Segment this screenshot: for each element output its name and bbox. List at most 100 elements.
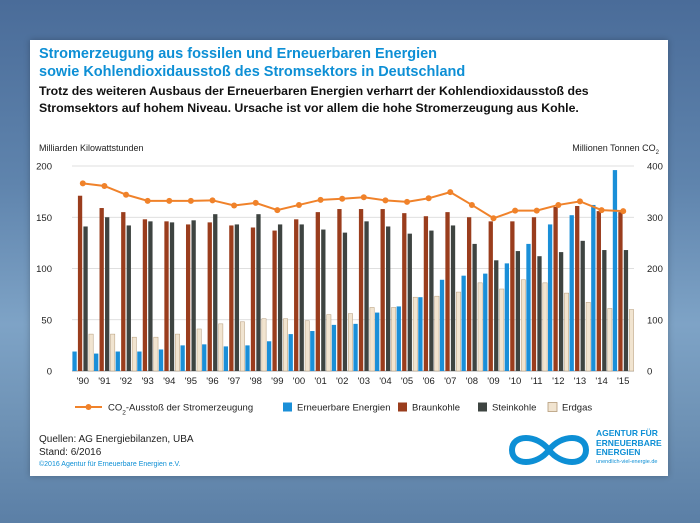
bar bbox=[547, 224, 553, 371]
bar bbox=[477, 282, 483, 372]
bar bbox=[396, 306, 401, 371]
logo-line-2: ERNEUERBARE bbox=[596, 437, 662, 448]
chart-card: Stromerzeugung aus fossilen und Erneuerb… bbox=[30, 40, 668, 476]
bar bbox=[202, 344, 207, 371]
chart-title-line-2: sowie Kohlendioxidausstoß des Stromsekto… bbox=[39, 64, 466, 80]
y-tick-left: 150 bbox=[36, 213, 52, 224]
bar bbox=[77, 195, 83, 371]
bar bbox=[450, 225, 456, 371]
bar bbox=[558, 252, 564, 371]
legend-label: CO2-Ausstoß der Stromerzeugung bbox=[108, 403, 253, 417]
legend-label: Erdgas bbox=[562, 403, 592, 414]
right-axis-unit-text: Millionen Tonnen CO bbox=[572, 143, 656, 153]
x-tick-label: '91 bbox=[98, 376, 110, 387]
x-tick-label: '15 bbox=[617, 376, 629, 387]
co2-point bbox=[123, 191, 130, 198]
bar bbox=[196, 328, 202, 372]
bar bbox=[553, 207, 558, 371]
stand-text: Stand: 6/2016 bbox=[39, 447, 102, 458]
x-tick-label: '09 bbox=[487, 376, 499, 387]
bar bbox=[461, 275, 466, 371]
bar bbox=[391, 307, 397, 372]
bar bbox=[207, 222, 212, 371]
bar bbox=[142, 219, 148, 371]
bar bbox=[294, 219, 299, 371]
bar bbox=[315, 212, 320, 371]
bar bbox=[175, 333, 180, 372]
bar bbox=[348, 313, 353, 372]
x-tick-label: '92 bbox=[120, 376, 132, 387]
x-tick-label: '05 bbox=[401, 376, 413, 387]
x-tick-label: '98 bbox=[250, 376, 262, 387]
bar bbox=[612, 170, 618, 371]
combo-chart: 0 0 50 100 100 200 150 300 200 400 '90 '91 '92 '93 '94… bbox=[36, 162, 663, 417]
bar bbox=[153, 336, 159, 372]
bar bbox=[272, 230, 277, 371]
x-tick-label: '04 bbox=[379, 376, 391, 387]
bar bbox=[288, 334, 293, 371]
bar bbox=[234, 224, 240, 371]
x-tick-label: '90 bbox=[77, 376, 89, 387]
logo-url: unendlich-viel-energie.de bbox=[596, 459, 658, 465]
bar bbox=[596, 211, 601, 371]
co2-point bbox=[187, 197, 194, 204]
x-tick-label: '06 bbox=[422, 376, 434, 387]
co2-point bbox=[598, 207, 605, 214]
bar bbox=[380, 209, 385, 371]
y-tick-left: 50 bbox=[41, 315, 52, 326]
bar bbox=[218, 323, 224, 372]
bar bbox=[445, 212, 450, 371]
co2-point bbox=[620, 208, 627, 215]
bar bbox=[131, 336, 137, 372]
bar bbox=[245, 345, 250, 371]
co2-point bbox=[382, 197, 389, 204]
bar bbox=[412, 296, 418, 372]
bar bbox=[266, 341, 272, 371]
bar bbox=[499, 288, 505, 372]
legend-swatch bbox=[283, 402, 292, 412]
co2-point bbox=[274, 207, 281, 214]
x-tick-label: '94 bbox=[163, 376, 175, 387]
x-tick-label: '97 bbox=[228, 376, 240, 387]
bar bbox=[456, 291, 461, 372]
bar bbox=[110, 333, 116, 372]
legend-label: Steinkohle bbox=[492, 403, 536, 414]
x-tick-label: '12 bbox=[552, 376, 564, 387]
bar bbox=[180, 345, 185, 371]
sources: Quellen: AG Energiebilanzen, UBA Stand: … bbox=[39, 433, 194, 459]
bar bbox=[510, 221, 515, 371]
bar bbox=[115, 351, 120, 371]
bar bbox=[283, 318, 288, 372]
bar bbox=[602, 250, 607, 371]
bar bbox=[494, 260, 499, 371]
bar bbox=[277, 224, 283, 371]
y-tick-right: 100 bbox=[647, 315, 663, 326]
bar bbox=[618, 212, 623, 371]
chart-subtitle: Trotz des weiteren Ausbaus der Erneuerba… bbox=[39, 83, 661, 117]
bar bbox=[575, 205, 580, 371]
co2-point bbox=[166, 197, 173, 204]
bar bbox=[483, 273, 488, 371]
legend-label-part: Braunkohle bbox=[412, 403, 460, 414]
bar bbox=[94, 353, 99, 371]
legend-co2-marker bbox=[85, 404, 92, 410]
bar bbox=[229, 225, 234, 371]
co2-point bbox=[209, 197, 216, 204]
bar bbox=[353, 323, 358, 371]
co2-point bbox=[425, 195, 432, 202]
bar bbox=[515, 251, 521, 371]
co2-point bbox=[447, 189, 454, 196]
bar bbox=[402, 213, 407, 371]
legend-label: Erneuerbare Energien bbox=[297, 403, 390, 414]
bar bbox=[304, 320, 310, 372]
bar bbox=[423, 216, 429, 371]
co2-point bbox=[339, 195, 346, 202]
y-tick-right: 200 bbox=[647, 264, 663, 275]
x-tick-label: '96 bbox=[206, 376, 218, 387]
bar bbox=[342, 232, 348, 371]
bar bbox=[223, 346, 229, 371]
y-tick-left: 100 bbox=[36, 264, 52, 275]
legend-label-part: Erneuerbare Energien bbox=[297, 403, 390, 414]
x-tick-label: '10 bbox=[509, 376, 521, 387]
bar bbox=[623, 250, 629, 371]
